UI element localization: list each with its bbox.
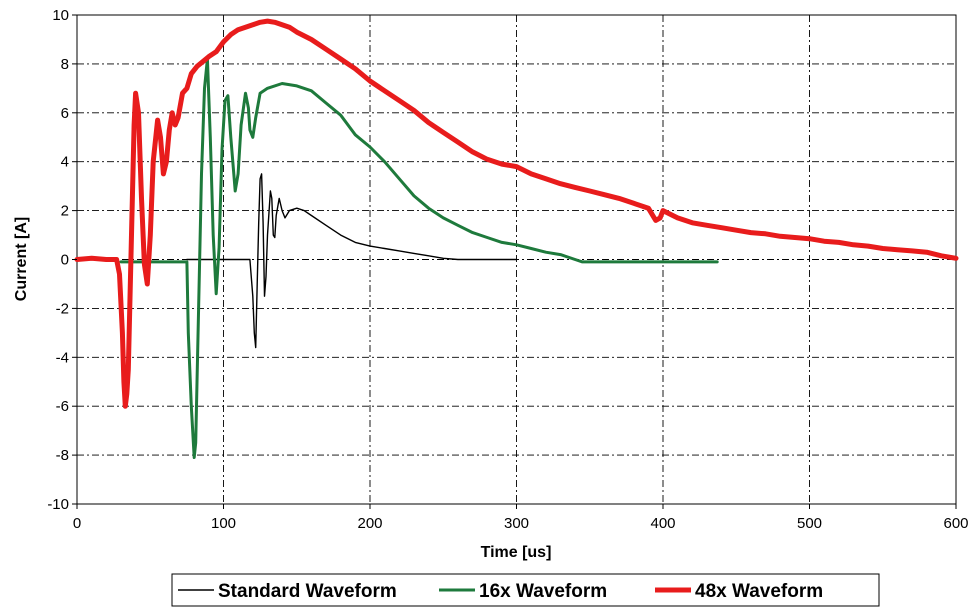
x-tick-label: 0 [73,515,81,532]
y-tick-label: 10 [52,7,69,24]
y-tick-label: -6 [56,398,69,415]
y-tick-label: 8 [61,56,69,73]
series-line-2 [119,57,719,459]
legend-label-1: Standard Waveform [218,581,397,602]
legend-label-3: 48x Waveform [695,581,823,602]
y-tick-label: -2 [56,300,69,317]
y-tick-label: -8 [56,447,69,464]
y-axis-title: Current [A] [13,217,30,301]
x-tick-label: 500 [797,515,822,532]
y-tick-label: 0 [61,252,69,269]
series-line-1 [186,173,518,349]
x-axis-title: Time [us] [481,544,552,561]
y-tick-label: 6 [61,105,69,122]
y-tick-label: 2 [61,203,69,220]
y-tick-label: 4 [61,154,69,171]
series-line-3 [74,18,959,409]
legend-label-2: 16x Waveform [479,581,607,602]
x-tick-label: 400 [650,515,675,532]
legend: Standard Waveform 16x Waveform 48x Wavefor… [171,573,880,607]
x-tick-label: 600 [943,515,968,532]
x-tick-label: 100 [211,515,236,532]
legend-box [171,573,880,607]
series-lines [74,18,959,459]
y-tick-label: -4 [56,349,69,366]
y-tick-label: -10 [47,496,69,513]
x-tick-label: 200 [357,515,382,532]
tick-labels: 0 100 200 300 400 500 600 -10 -8 -6 -4 -2 0 2 4 6 8 10 [47,7,968,532]
x-tick-label: 300 [504,515,529,532]
